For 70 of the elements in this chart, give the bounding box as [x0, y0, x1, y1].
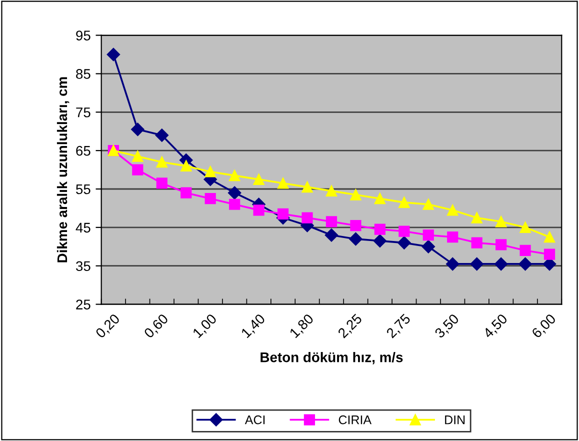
x-tick-label: 1,00 [192, 313, 218, 340]
point [496, 239, 507, 250]
point [350, 220, 362, 232]
point [326, 185, 338, 196]
point [544, 248, 556, 260]
y-tick-label: 35 [76, 261, 90, 272]
point [350, 189, 362, 200]
point [253, 204, 264, 216]
point [324, 228, 338, 242]
y-tick-label: 85 [76, 69, 90, 79]
point [204, 193, 216, 204]
y-axis-title: Dikme aralık uzunlukları, cm [56, 77, 70, 262]
point [155, 128, 168, 142]
point [302, 212, 313, 224]
x-tick-label: 4,50 [482, 313, 510, 340]
point [253, 174, 264, 185]
legend-label: DIN [445, 416, 465, 424]
y-tick-label: 75 [76, 108, 90, 118]
point [349, 232, 362, 246]
legend-label: ACI [244, 415, 265, 424]
point [277, 178, 289, 189]
point [422, 240, 435, 254]
point [106, 48, 120, 62]
point [447, 231, 458, 243]
point [156, 178, 168, 189]
x-tick-label: 1,80 [289, 313, 316, 340]
point [422, 230, 434, 241]
point [228, 186, 242, 200]
x-axis-title: Beton döküm hız, m/s [260, 352, 403, 364]
x-tick-label: 0,60 [143, 313, 170, 340]
point [471, 237, 482, 248]
point [374, 193, 386, 204]
x-tick-label: 0,20 [94, 313, 122, 340]
point [398, 196, 410, 208]
x-tick-label: 1,40 [240, 313, 267, 340]
point [520, 222, 531, 233]
point [471, 212, 482, 224]
point [131, 122, 144, 136]
y-tick-label: 45 [76, 222, 90, 233]
point [302, 182, 313, 193]
y-tick-label: 25 [76, 300, 90, 310]
point [470, 257, 484, 271]
point [180, 187, 192, 198]
point [398, 236, 411, 250]
point [422, 198, 434, 210]
legend-label: CIRIA [338, 415, 372, 424]
point [156, 156, 168, 168]
point [518, 257, 532, 271]
point [374, 224, 386, 235]
point [277, 208, 289, 220]
point [204, 166, 216, 178]
point [132, 150, 144, 162]
point [326, 216, 338, 228]
y-tick-label: 65 [76, 146, 90, 156]
point [373, 234, 387, 248]
point [544, 231, 556, 243]
point [180, 160, 192, 172]
point [520, 244, 531, 256]
point [447, 204, 458, 216]
point [132, 164, 144, 176]
x-tick-label: 6,00 [531, 313, 558, 340]
point [496, 216, 507, 228]
point [494, 257, 508, 271]
point [229, 170, 240, 182]
point [229, 198, 240, 210]
x-tick-label: 3,50 [434, 313, 461, 340]
point [398, 226, 410, 237]
y-tick-label: 55 [76, 184, 90, 194]
y-tick-label: 95 [76, 30, 90, 40]
point [446, 257, 460, 271]
